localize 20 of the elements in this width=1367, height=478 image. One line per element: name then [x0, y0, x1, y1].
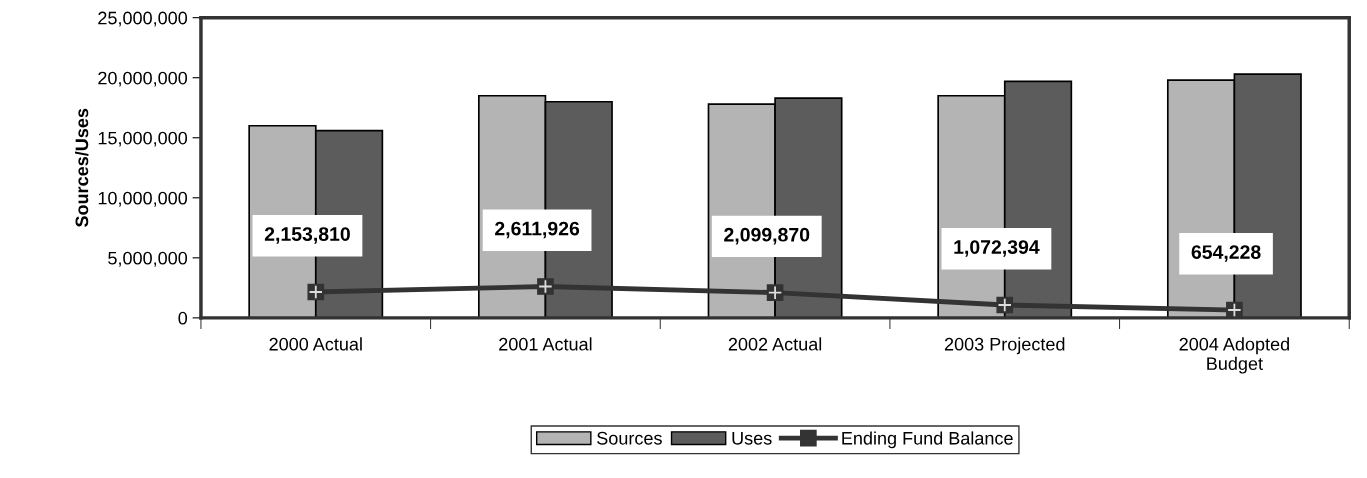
- y-tick-label: 10,000,000: [98, 191, 188, 207]
- data-label: 2,153,810: [264, 227, 350, 244]
- y-tick-label: 20,000,000: [98, 71, 188, 87]
- x-tick-label: 2004 Adopted Budget: [1179, 337, 1289, 374]
- legend-label: Uses: [732, 432, 772, 445]
- data-label: 2,099,870: [724, 227, 810, 245]
- x-tick-label: 2001 Actual: [499, 337, 592, 351]
- x-tick-label: 2003 Projected: [944, 337, 1065, 355]
- y-axis-title: Sources/Uses: [75, 108, 89, 227]
- data-label: 654,228: [1191, 245, 1261, 262]
- legend-label: Ending Fund Balance: [842, 431, 1013, 449]
- y-tick-label: 5,000,000: [108, 251, 188, 267]
- x-tick-label: 2002 Actual: [728, 337, 822, 351]
- y-tick-label: 25,000,000: [98, 11, 188, 27]
- data-label: 2,611,926: [495, 221, 580, 239]
- y-tick-label: 0: [178, 311, 188, 325]
- y-tick-label: 15,000,000: [98, 131, 188, 147]
- legend-label: Sources: [597, 431, 662, 445]
- data-label: 1,072,394: [954, 240, 1040, 257]
- x-tick-label: 2000 Actual: [269, 337, 362, 351]
